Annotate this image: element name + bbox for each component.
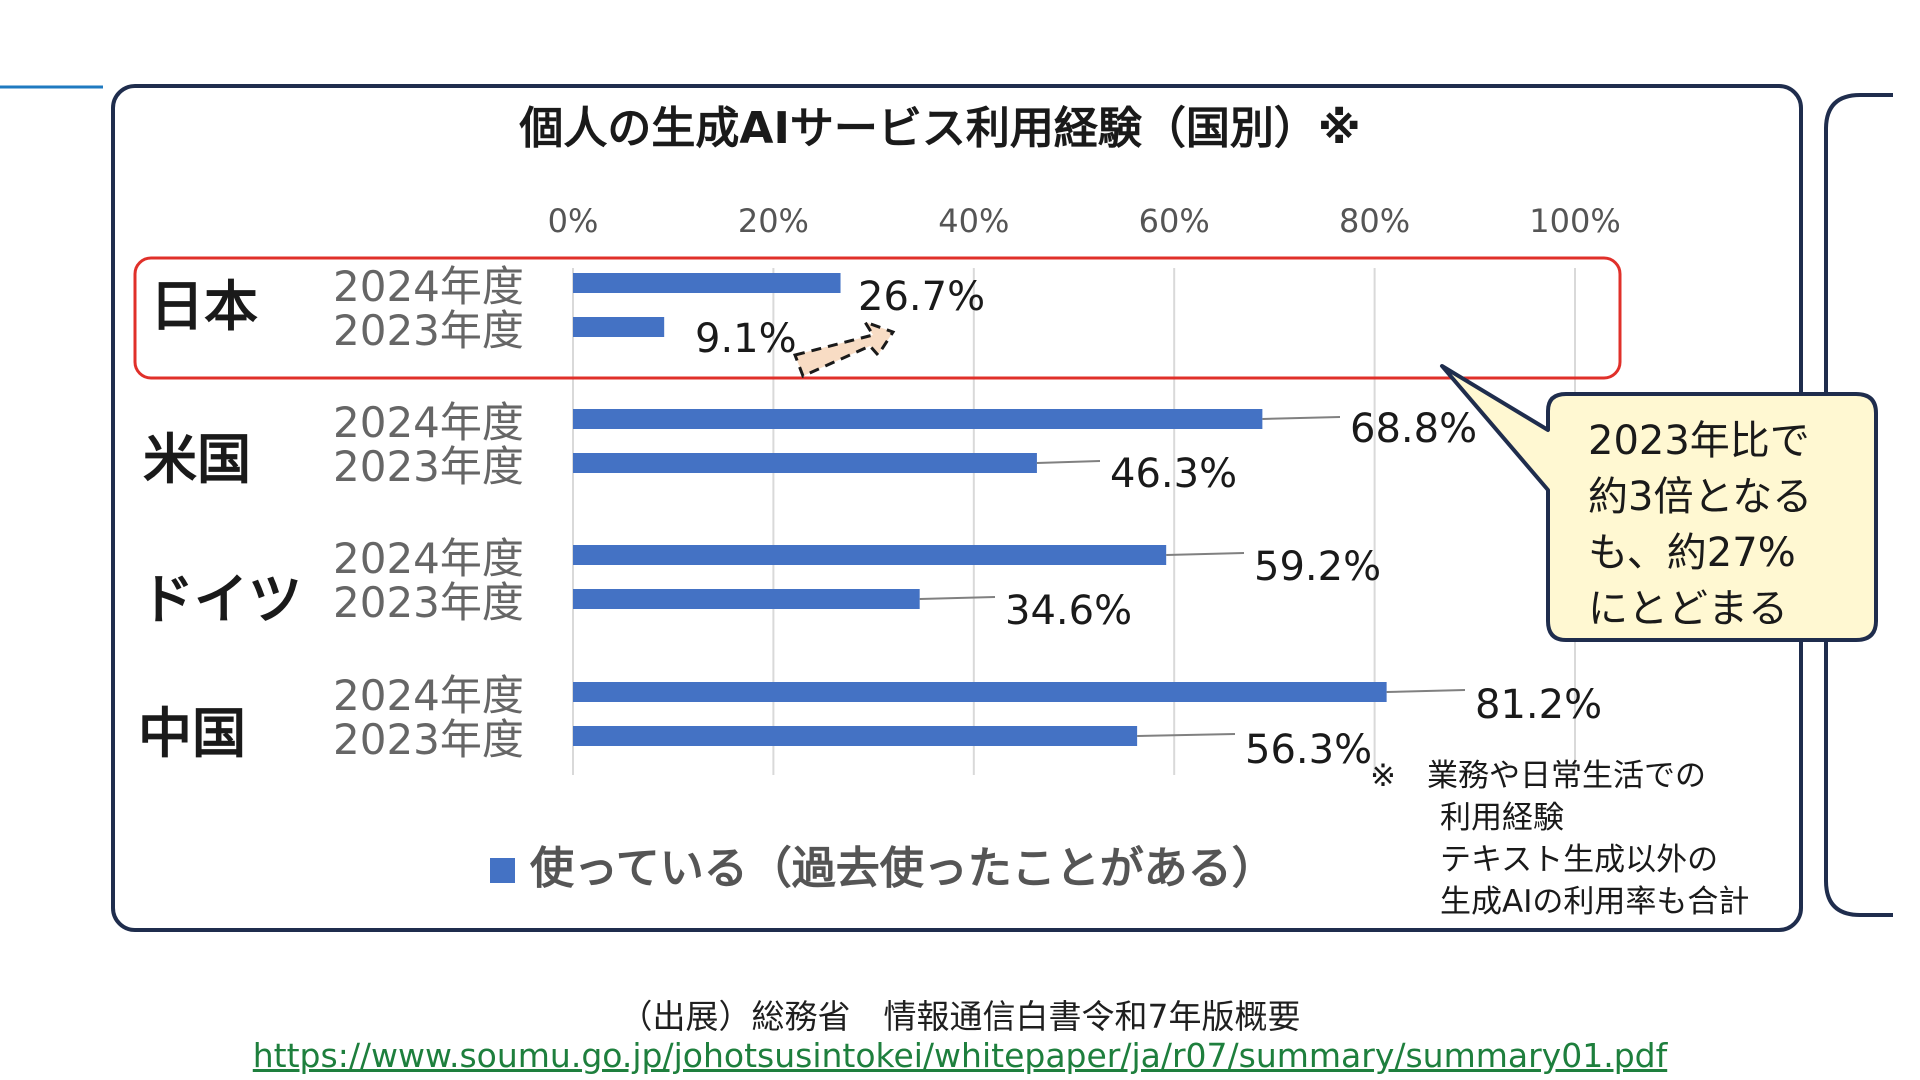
data-label: 68.8% [1350, 406, 1477, 452]
x-tick-label: 20% [738, 202, 809, 240]
japan-highlight-box [133, 256, 1622, 380]
callout-line-4: にとどまる [1588, 586, 1788, 632]
bar [573, 682, 1387, 702]
callout-bubble: 2023年比で 約3倍となる も、約27% にとどまる [1440, 364, 1878, 642]
year-label: 2023年度 [333, 306, 524, 355]
bar [573, 317, 665, 337]
leader-line [1166, 552, 1245, 556]
x-tick-label: 60% [1139, 202, 1210, 240]
growth-arrow-icon [793, 319, 896, 379]
bar [573, 726, 1138, 746]
data-label: 9.1% [695, 316, 797, 362]
year-label: 2023年度 [333, 578, 524, 627]
leader-line [1262, 416, 1341, 420]
legend-label: 使っている（過去使ったことがある） [530, 843, 1276, 894]
country-label: 米国 [143, 428, 251, 491]
data-label: 46.3% [1110, 451, 1237, 497]
bar-groups: 日本 2024年度 26.7% 2023年度 9.1% 米国 2024年度 68.8% 2023… [138, 262, 1602, 773]
leader-line [1137, 733, 1236, 737]
year-label: 2023年度 [333, 442, 524, 491]
x-tick-label: 40% [938, 202, 1009, 240]
bar [573, 545, 1167, 565]
leader-line [1036, 460, 1101, 464]
x-tick-label: 80% [1339, 202, 1410, 240]
chart-title: 個人の生成AIサービス利用経験（国別）※ [518, 103, 1360, 154]
data-label: 81.2% [1475, 682, 1602, 728]
year-label: 2024年度 [333, 534, 524, 583]
footnote-line-2: 利用経験 [1440, 800, 1564, 836]
leader-line [1386, 689, 1466, 693]
source-link[interactable]: https://www.soumu.go.jp/johotsusintokei/… [252, 1036, 1668, 1075]
footnote-line-1: ※ 業務や日常生活での [1370, 758, 1706, 794]
bar [573, 409, 1263, 429]
x-tick-label: 100% [1529, 202, 1620, 240]
data-label: 34.6% [1005, 588, 1132, 634]
data-label: 26.7% [858, 274, 985, 320]
country-label: 日本 [150, 275, 258, 338]
callout-line-2: 約3倍となる [1588, 474, 1812, 520]
callout-line-1: 2023年比で [1588, 418, 1810, 464]
footnote-line-3: テキスト生成以外の [1440, 842, 1718, 878]
leader-line [919, 596, 996, 600]
bar [573, 589, 920, 609]
year-label: 2024年度 [333, 671, 524, 720]
year-label: 2023年度 [333, 715, 524, 764]
footnote-line-4: 生成AIの利用率も合計 [1440, 884, 1749, 920]
bar [573, 453, 1037, 473]
data-label: 56.3% [1245, 727, 1372, 773]
x-axis-ticks: 0% 20% 40% 60% 80% 100% [548, 202, 1621, 240]
source-label: （出展）総務省 情報通信白書令和7年版概要 [619, 997, 1301, 1036]
country-label: 中国 [138, 702, 246, 765]
data-label: 59.2% [1254, 544, 1381, 590]
callout-line-3: も、約27% [1588, 530, 1796, 576]
legend-swatch [490, 858, 515, 883]
year-label: 2024年度 [333, 398, 524, 447]
year-label: 2024年度 [333, 262, 524, 311]
x-tick-label: 0% [548, 202, 599, 240]
country-label: ドイツ [140, 568, 302, 631]
bar [573, 273, 841, 293]
